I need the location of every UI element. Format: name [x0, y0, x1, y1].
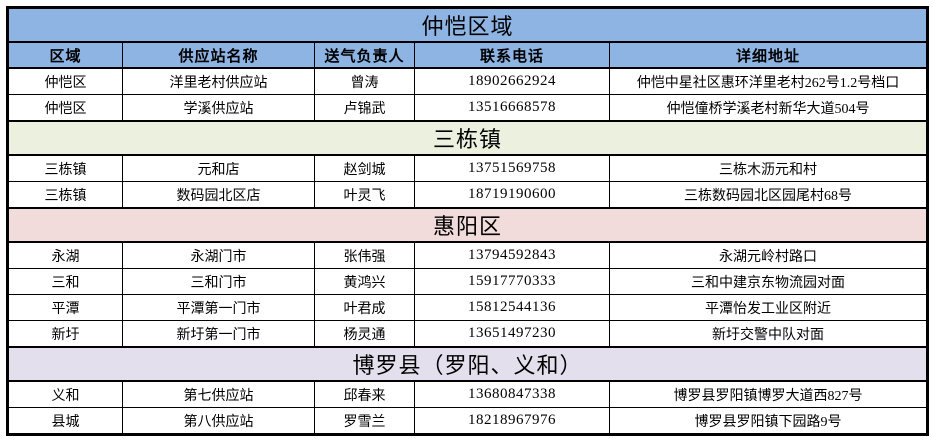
phone-cell: 13794592843: [414, 241, 610, 269]
person-cell: 张伟强: [314, 241, 415, 269]
person-cell: 杨灵通: [314, 320, 415, 348]
region-cell: 义和: [7, 380, 123, 408]
section-row: 仲恺区域: [6, 6, 929, 43]
phone-cell: 13516668578: [414, 94, 610, 122]
region-cell: 三栋镇: [7, 181, 123, 209]
table-row: 三和 三和门市 黄鸿兴 15917770333 三和中建京东物流园对面: [7, 268, 929, 295]
column-header-station: 供应站名称: [122, 41, 315, 69]
station-cell: 数码园北区店: [122, 181, 315, 209]
region-cell: 三栋镇: [7, 154, 123, 182]
table-row: 平潭 平潭第一门市 叶君成 15812544136 平潭怡发工业区附近: [7, 294, 929, 321]
station-cell: 第七供应站: [122, 380, 315, 408]
table-row: 县城 第八供应站 罗雪兰 18218967976 博罗县罗阳镇下园路9号: [7, 407, 929, 435]
section-title: 仲恺区域: [6, 6, 929, 43]
column-header-address: 详细地址: [608, 41, 929, 69]
table-row: 仲恺区 洋里老村供应站 曾涛 18902662924 仲恺中星社区惠环洋里老村262号1…: [7, 67, 929, 95]
phone-cell: 15812544136: [414, 294, 610, 321]
address-cell: 仲恺中星社区惠环洋里老村262号1.2号档口: [608, 67, 929, 95]
region-cell: 三和: [7, 268, 123, 295]
region-cell: 仲恺区: [7, 67, 123, 95]
section-title: 博罗县（罗阳、义和）: [6, 346, 929, 382]
column-header-person: 送气负责人: [314, 41, 415, 69]
region-cell: 仲恺区: [7, 94, 123, 122]
phone-cell: 18218967976: [414, 407, 610, 435]
phone-cell: 18902662924: [414, 67, 610, 95]
phone-cell: 18719190600: [414, 181, 610, 209]
station-cell: 三和门市: [122, 268, 315, 295]
station-cell: 元和店: [122, 154, 315, 182]
table-row: 仲恺区 学溪供应站 卢锦武 13516668578 仲恺僮桥学溪老村新华大道504号: [7, 94, 929, 122]
section-row: 三栋镇: [6, 120, 929, 156]
person-cell: 叶灵飞: [314, 181, 415, 209]
person-cell: 赵剑城: [314, 154, 415, 182]
station-cell: 永湖门市: [122, 241, 315, 269]
station-cell: 第八供应站: [122, 407, 315, 435]
supply-table-body: 仲恺区域 区域 供应站名称 送气负责人 联系电话 详细地址 仲恺区 洋里老村供应站 曾涛 1890…: [6, 6, 929, 435]
table-row: 义和 第七供应站 邱春来 13680847338 博罗县罗阳镇博罗大道西827号: [7, 380, 929, 408]
supply-table: 仲恺区域 区域 供应站名称 送气负责人 联系电话 详细地址 仲恺区 洋里老村供应站 曾涛 1890…: [6, 6, 930, 436]
table-row: 三栋镇 数码园北区店 叶灵飞 18719190600 三栋数码园北区园尾村68号: [7, 181, 929, 209]
station-cell: 洋里老村供应站: [122, 67, 315, 95]
column-header-row: 区域 供应站名称 送气负责人 联系电话 详细地址: [7, 41, 929, 69]
station-cell: 新圩第一门市: [122, 320, 315, 348]
station-cell: 学溪供应站: [122, 94, 315, 122]
table-row: 永湖 永湖门市 张伟强 13794592843 永湖元岭村路口: [7, 241, 929, 269]
address-cell: 新圩交警中队对面: [608, 320, 929, 348]
section-title: 惠阳区: [6, 207, 929, 243]
person-cell: 曾涛: [314, 67, 415, 95]
address-cell: 平潭怡发工业区附近: [608, 294, 929, 321]
column-header-region: 区域: [7, 41, 123, 69]
address-cell: 永湖元岭村路口: [608, 241, 929, 269]
station-cell: 平潭第一门市: [122, 294, 315, 321]
section-row: 惠阳区: [6, 207, 929, 243]
address-cell: 博罗县罗阳镇下园路9号: [608, 407, 929, 435]
address-cell: 三栋数码园北区园尾村68号: [608, 181, 929, 209]
table-row: 新圩 新圩第一门市 杨灵通 13651497230 新圩交警中队对面: [7, 320, 929, 348]
address-cell: 仲恺僮桥学溪老村新华大道504号: [608, 94, 929, 122]
region-cell: 平潭: [7, 294, 123, 321]
section-title: 三栋镇: [6, 120, 929, 156]
phone-cell: 13751569758: [414, 154, 610, 182]
person-cell: 叶君成: [314, 294, 415, 321]
person-cell: 邱春来: [314, 380, 415, 408]
region-cell: 新圩: [7, 320, 123, 348]
region-cell: 永湖: [7, 241, 123, 269]
address-cell: 三和中建京东物流园对面: [608, 268, 929, 295]
address-cell: 博罗县罗阳镇博罗大道西827号: [608, 380, 929, 408]
column-header-phone: 联系电话: [414, 41, 610, 69]
table-row: 三栋镇 元和店 赵剑城 13751569758 三栋木沥元和村: [7, 154, 929, 182]
person-cell: 罗雪兰: [314, 407, 415, 435]
address-cell: 三栋木沥元和村: [608, 154, 929, 182]
person-cell: 卢锦武: [314, 94, 415, 122]
phone-cell: 13680847338: [414, 380, 610, 408]
region-cell: 县城: [7, 407, 123, 435]
person-cell: 黄鸿兴: [314, 268, 415, 295]
phone-cell: 15917770333: [414, 268, 610, 295]
section-row: 博罗县（罗阳、义和）: [6, 346, 929, 382]
phone-cell: 13651497230: [414, 320, 610, 348]
